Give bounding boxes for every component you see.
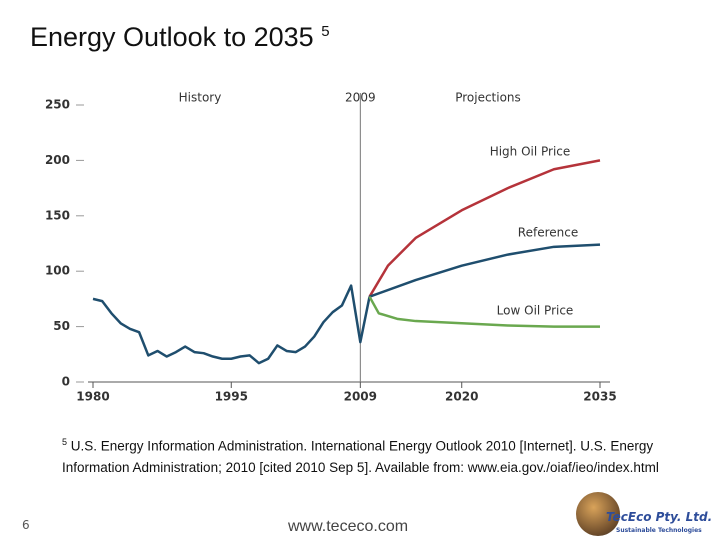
y-tick-label: 0: [62, 375, 70, 389]
series-label: Low Oil Price: [497, 304, 574, 318]
footnote: U.S. Energy Information Administration. …: [62, 438, 659, 475]
chart: 0 50 100 150 200 250 1980 1995 2009 2020 2035 Histo…: [45, 91, 617, 404]
logo-tagline: Sustainable Technologies: [616, 527, 702, 534]
footnote-marker: 5: [62, 437, 68, 447]
title-note: 5: [321, 23, 330, 40]
slide-title: Energy Outlook to 2035: [30, 22, 314, 52]
series-label: Reference: [518, 226, 578, 240]
x-tick-label: 1995: [215, 390, 248, 404]
line: [369, 243, 601, 298]
annotation: 2009: [345, 91, 376, 105]
x-tick-label: 2009: [344, 390, 377, 404]
line: [92, 284, 371, 365]
logo: TecEco Pty. Ltd.: [606, 510, 713, 524]
annotation: History: [179, 91, 222, 105]
y-tick-label: 50: [53, 319, 70, 333]
page-number: 6: [22, 518, 30, 532]
y-tick-label: 100: [45, 264, 70, 278]
x-tick-label: 2020: [445, 390, 478, 404]
y-tick-label: 150: [45, 208, 70, 222]
logo-globe: [576, 492, 620, 536]
annotation: Projections: [455, 91, 521, 105]
series-label: High Oil Price: [490, 145, 571, 159]
line: [368, 159, 601, 298]
x-tick-label: 1980: [76, 390, 109, 404]
slide-title-box: Energy Outlook to 2035 5: [30, 22, 330, 53]
x-tick-label: 2035: [583, 390, 616, 404]
y-tick-label: 200: [45, 153, 70, 167]
y-tick-label: 250: [45, 98, 70, 112]
line: [368, 296, 600, 328]
website: www.tececo.com: [288, 518, 409, 535]
footnote-box: 5 U.S. Energy Information Administration…: [62, 432, 662, 478]
